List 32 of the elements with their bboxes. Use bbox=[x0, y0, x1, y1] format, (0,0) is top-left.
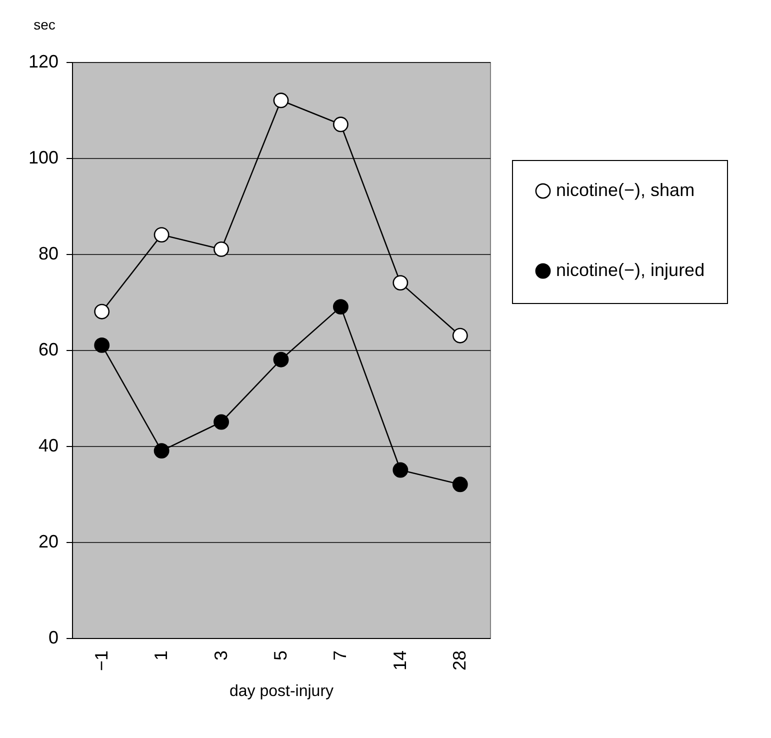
point bbox=[94, 304, 110, 320]
y-tick-label: 40 bbox=[38, 436, 58, 456]
point bbox=[332, 299, 348, 315]
y-tick-label: 80 bbox=[38, 244, 58, 264]
point bbox=[154, 443, 170, 459]
y-tick-label: 20 bbox=[38, 532, 58, 552]
point bbox=[94, 337, 110, 353]
x-tick-label: 14 bbox=[390, 650, 410, 671]
point bbox=[214, 241, 230, 257]
point bbox=[392, 462, 408, 478]
point bbox=[273, 352, 289, 368]
point bbox=[214, 414, 230, 430]
point bbox=[452, 328, 468, 344]
x-tick-label: 5 bbox=[270, 650, 290, 661]
x-tick-label: 28 bbox=[450, 650, 470, 671]
point bbox=[392, 275, 408, 291]
legend-label: nicotine(−), sham bbox=[556, 180, 695, 200]
legend-label: nicotine(−), injured bbox=[556, 260, 705, 280]
x-axis-title: day post-injury bbox=[229, 683, 334, 700]
point bbox=[452, 476, 468, 492]
point bbox=[332, 116, 348, 132]
x-tick-label: −1 bbox=[91, 650, 112, 672]
y-axis-title: sec bbox=[34, 16, 56, 32]
x-tick-label: 7 bbox=[330, 650, 350, 661]
point bbox=[154, 227, 170, 243]
y-tick-label: 120 bbox=[28, 52, 58, 72]
x-tick-label: 1 bbox=[151, 650, 172, 661]
y-tick-label: 60 bbox=[38, 340, 58, 360]
y-tick-label: 0 bbox=[48, 628, 58, 648]
x-tick-label: 3 bbox=[210, 650, 231, 661]
y-tick-label: 100 bbox=[28, 148, 58, 168]
point bbox=[273, 92, 289, 108]
